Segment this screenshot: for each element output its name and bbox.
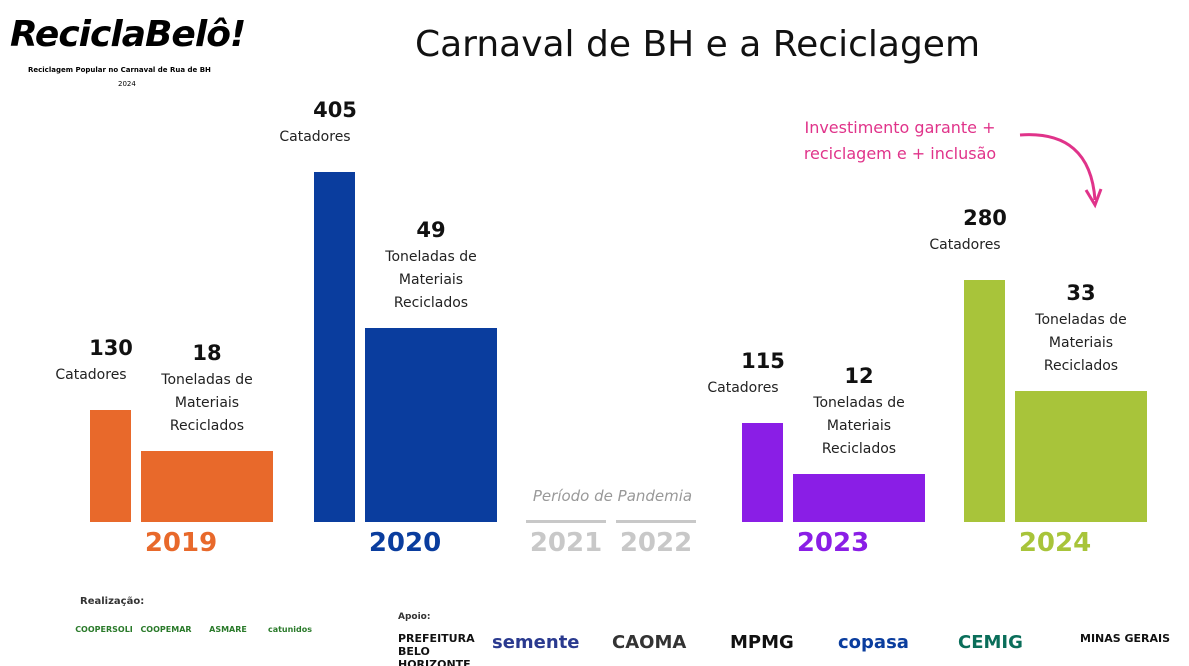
bar <box>964 280 1005 522</box>
series-label: Catadores <box>707 379 779 396</box>
sponsor-logo: PREFEITURA BELO HORIZONTE <box>398 632 475 666</box>
bar <box>365 328 497 522</box>
sponsor-logo: copasa <box>838 632 909 653</box>
sponsor-logo: COOPERSOLI <box>75 625 133 634</box>
sponsor-logo: COOPEMAR <box>140 625 192 634</box>
logo-year: 2024 <box>118 80 136 88</box>
footer-label: Apoio: <box>398 612 431 622</box>
bar <box>90 409 131 522</box>
bar <box>314 172 355 522</box>
sponsor-logo: MPMG <box>730 632 794 653</box>
value-label: 49 <box>416 218 446 242</box>
series-label: Catadores <box>929 237 1001 254</box>
logo-tagline: Reciclagem Popular no Carnaval de Rua de… <box>28 66 211 74</box>
series-label: Catadores <box>55 366 127 383</box>
sponsor-logo: catunidos <box>267 625 313 634</box>
value-label: 18 <box>192 340 222 365</box>
value-label: 280 <box>963 206 1007 231</box>
bar <box>742 422 783 522</box>
year-label: 2020 <box>368 528 442 558</box>
arrow <box>1019 133 1097 201</box>
series-label: Catadores <box>279 129 351 145</box>
series-label: Toneladas de Materiais Reciclados <box>385 249 477 311</box>
value-label: 130 <box>89 335 133 360</box>
baseline <box>526 520 606 523</box>
series-label: Toneladas de Materiais Reciclados <box>1035 312 1127 375</box>
series-label: Toneladas de Materiais Reciclados <box>161 371 253 434</box>
value-label: 33 <box>1066 281 1096 306</box>
sponsor-logo: CAOMA <box>612 632 687 653</box>
year-label: 2021 <box>529 528 603 558</box>
year-label: 2023 <box>796 528 870 558</box>
sponsor-logo: semente <box>492 632 580 653</box>
sponsor-logo: ASMARE <box>209 625 247 634</box>
year-label: 2019 <box>144 528 218 558</box>
baseline <box>616 520 696 523</box>
year-label: 2024 <box>1018 528 1092 558</box>
annotation: Investimento garante + reciclagem e + in… <box>803 118 997 163</box>
year-label: 2022 <box>619 528 693 558</box>
logo-name: ReciclaBelô! <box>10 14 246 55</box>
value-label: 405 <box>313 98 357 122</box>
sponsor-logo: CEMIG <box>958 632 1023 653</box>
value-label: 115 <box>741 348 785 373</box>
value-label: 12 <box>844 364 874 389</box>
footer-label: Realização: <box>80 596 145 607</box>
bar <box>1015 391 1147 522</box>
arrow-head <box>1084 188 1103 209</box>
sponsor-logo: MINAS GERAIS <box>1080 632 1171 645</box>
chart-title: Carnaval de BH e a Reciclagem <box>414 24 981 65</box>
pandemic-note: Período de Pandemia <box>532 487 693 505</box>
series-label: Toneladas de Materiais Reciclados <box>813 395 905 458</box>
bar <box>141 450 273 522</box>
bar <box>793 474 925 522</box>
